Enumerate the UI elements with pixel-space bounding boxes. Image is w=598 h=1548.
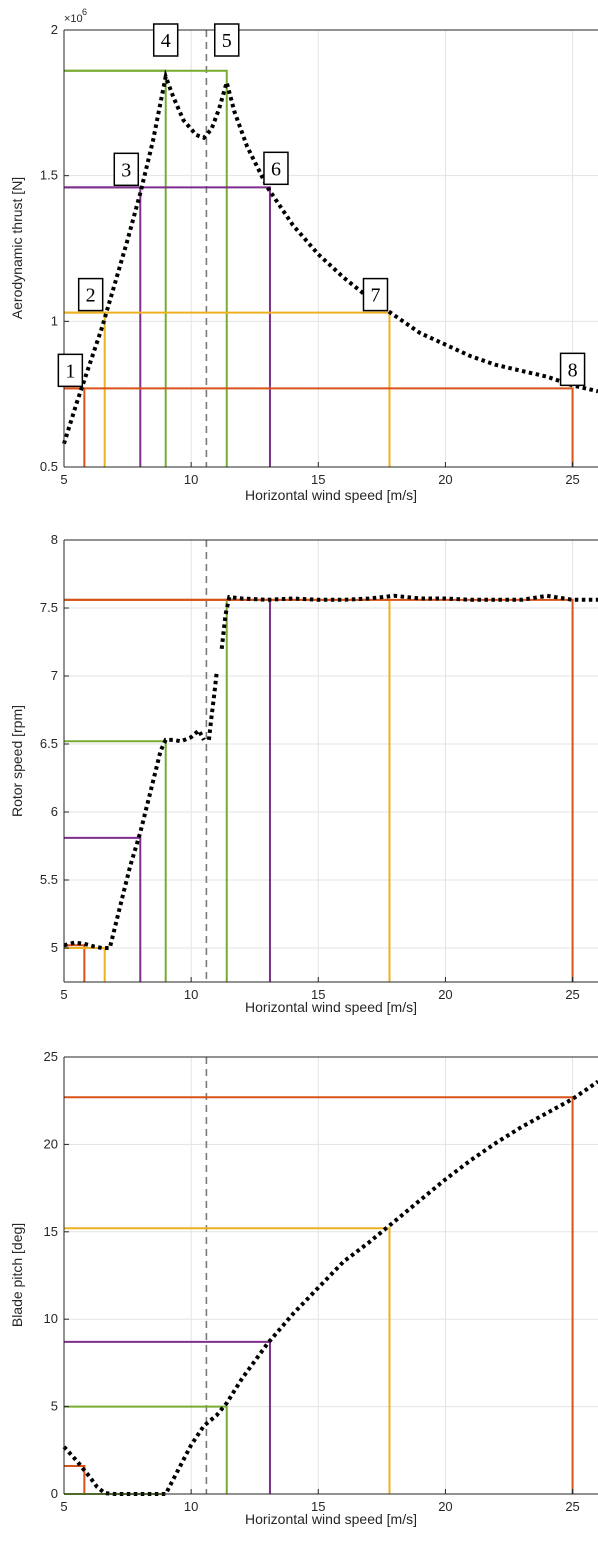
thrust-operating-point-8-line <box>64 387 574 467</box>
rotor-curve <box>206 673 219 741</box>
pitch-y-tick-label: 0 <box>51 1486 58 1501</box>
rotor-curve <box>219 593 598 650</box>
point-4-label-box <box>152 23 179 57</box>
rotor-x-tick-label: 25 <box>565 987 579 1002</box>
thrust-y-exponent-base: ×10 <box>64 13 83 25</box>
thrust-x-tick-label: 20 <box>438 472 452 487</box>
pitch-x-tick-label: 20 <box>438 1499 452 1514</box>
pitch-y-axis-label: Blade pitch [deg] <box>9 1223 25 1327</box>
point-8-label-box <box>559 352 586 387</box>
pitch-operating-point-1-line <box>64 1465 86 1494</box>
rotor-y-tick-label: 5.5 <box>40 872 58 887</box>
point-8-label: 8 <box>568 359 578 381</box>
pitch-y-tick-label: 15 <box>44 1224 58 1239</box>
pitch-operating-point-6-line <box>64 1340 271 1494</box>
pitch-y-tick-label: 20 <box>44 1136 58 1151</box>
thrust-y-exponent-power: 6 <box>82 7 87 17</box>
thrust-x-tick-label: 10 <box>184 472 198 487</box>
thrust-operating-point-4-line <box>64 69 167 467</box>
rotor-operating-point-2-line <box>64 947 106 982</box>
rotor-y-tick-label: 6 <box>51 804 58 819</box>
point-6-label-box <box>263 151 289 186</box>
pitch-x-tick-label: 10 <box>184 1499 198 1514</box>
rotor-x-tick-label: 20 <box>438 987 452 1002</box>
pitch-x-tick-label: 5 <box>60 1499 67 1514</box>
rotor-x-tick-label: 15 <box>311 987 325 1002</box>
rotor-speed-panel: 5 10 15 20 25 5 5.5 6 6.5 7 7.5 8 Horizontal wind s… <box>9 532 598 1015</box>
rotor-y-tick-label: 6.5 <box>40 736 58 751</box>
thrust-y-tick-label: 1.5 <box>40 168 58 183</box>
pitch-curve <box>62 1079 598 1496</box>
thrust-y-axis-label: Aerodynamic thrust [N] <box>9 177 25 319</box>
rotor-x-axis-label: Horizontal wind speed [m/s] <box>245 999 417 1015</box>
point-3-label-box <box>113 152 140 187</box>
thrust-operating-point-6-line <box>64 186 271 467</box>
rotor-y-tick-label: 8 <box>51 532 58 547</box>
thrust-y-tick-label: 1 <box>51 313 58 328</box>
point-2-label-box <box>77 277 104 312</box>
thrust-operating-point-5-line <box>64 69 228 467</box>
point-7-label-box <box>362 277 389 312</box>
point-7-label: 7 <box>370 285 380 307</box>
rotor-operating-point-5-line <box>64 598 228 982</box>
rotor-y-tick-label: 7.5 <box>40 600 58 615</box>
point-5-label: 5 <box>222 30 232 52</box>
point-4-label: 4 <box>161 30 171 52</box>
point-1-label-box <box>57 353 84 388</box>
pitch-x-tick-label: 15 <box>311 1499 325 1514</box>
pitch-y-tick-label: 10 <box>44 1311 58 1326</box>
thrust-x-tick-label: 5 <box>60 472 67 487</box>
rotor-y-tick-label: 5 <box>51 940 58 955</box>
point-3-label: 3 <box>121 159 131 181</box>
pitch-operating-point-7-line <box>64 1227 391 1494</box>
rotor-curve <box>63 727 206 950</box>
point-1-label: 1 <box>65 360 75 382</box>
rotor-y-axis-label: Rotor speed [rpm] <box>9 705 25 817</box>
thrust-panel: 5 10 15 20 25 0.5 1 1.5 2 1 2 3 4 5 6 7 8 ×10 6 Horizon… <box>9 7 598 503</box>
point-5-label-box <box>213 23 240 57</box>
rotor-operating-point-8-line <box>64 598 574 982</box>
point-6-label: 6 <box>271 158 281 180</box>
rotor-x-tick-label: 10 <box>184 987 198 1002</box>
pitch-operating-point-5-line <box>64 1405 228 1494</box>
rotor-y-tick-label: 7 <box>51 668 58 683</box>
pitch-x-axis-label: Horizontal wind speed [m/s] <box>245 1511 417 1527</box>
thrust-x-axis-label: Horizontal wind speed [m/s] <box>245 487 417 503</box>
point-2-label: 2 <box>86 285 96 307</box>
thrust-y-tick-label: 0.5 <box>40 459 58 474</box>
rotor-operating-point-1-line <box>64 944 86 982</box>
thrust-x-tick-label: 15 <box>311 472 325 487</box>
thrust-x-tick-label: 25 <box>565 472 579 487</box>
thrust-y-tick-label: 2 <box>51 22 58 37</box>
rotor-operating-point-3-line <box>64 836 142 982</box>
rotor-operating-point-6-line <box>64 598 271 982</box>
pitch-x-tick-label: 25 <box>565 1499 579 1514</box>
rotor-x-tick-label: 5 <box>60 987 67 1002</box>
pitch-y-tick-label: 25 <box>44 1049 58 1064</box>
pitch-y-tick-label: 5 <box>51 1399 58 1414</box>
